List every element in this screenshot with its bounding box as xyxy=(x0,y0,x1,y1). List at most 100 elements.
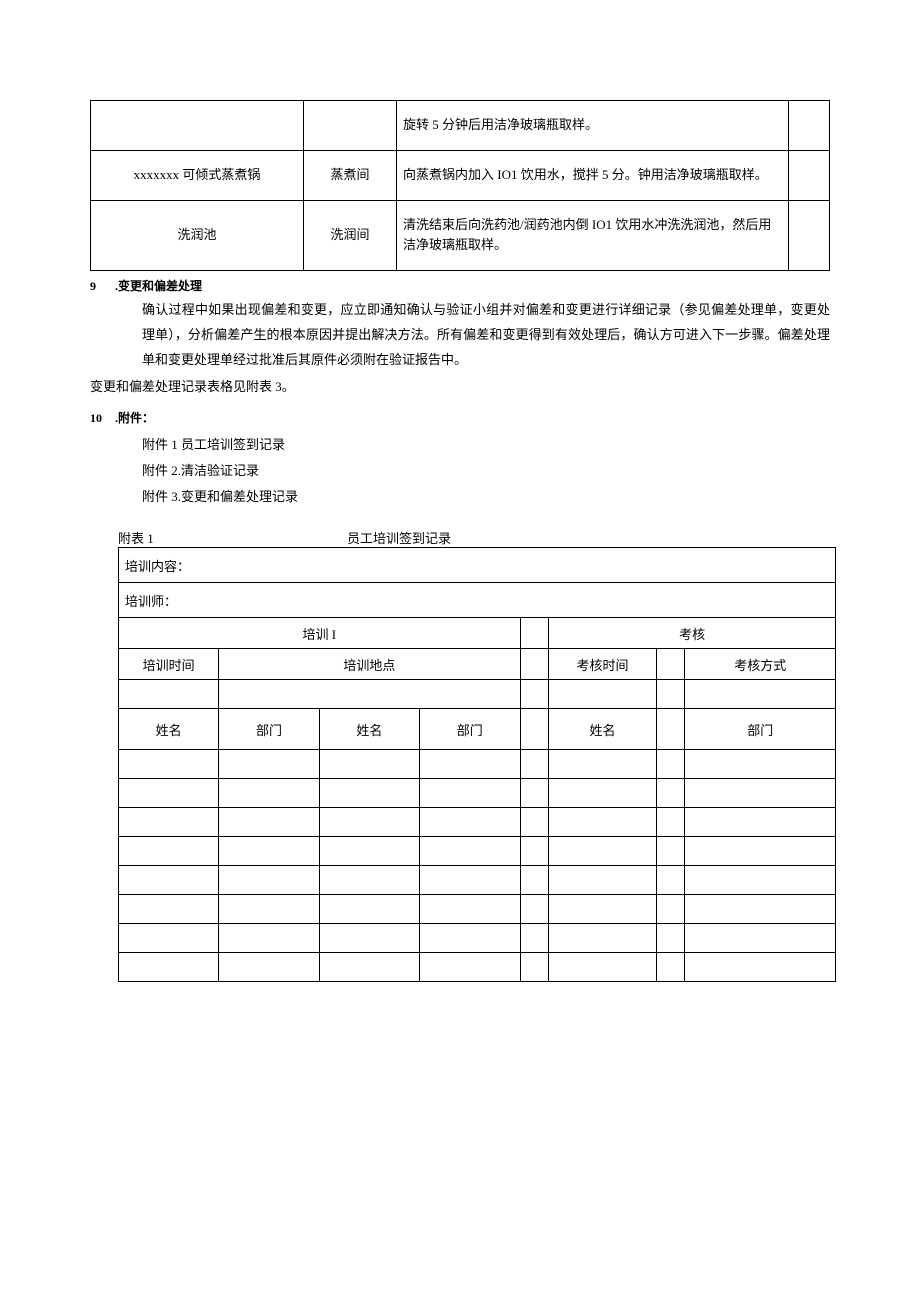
table-row: xxxxxxx 可倾式蒸煮锅蒸煮间向蒸煮锅内加入 IO1 饮用水，搅拌 5 分。… xyxy=(91,150,830,200)
table-row xyxy=(119,895,836,924)
table-cell xyxy=(549,924,657,953)
table-cell xyxy=(685,895,836,924)
table-cell xyxy=(789,101,830,151)
table-cell xyxy=(520,953,549,982)
table-cell xyxy=(656,779,685,808)
attachment-item: 附件 1 员工培训签到记录 xyxy=(142,432,830,458)
table-cell: 部门 xyxy=(420,709,520,750)
table-cell xyxy=(520,779,549,808)
table-cell xyxy=(119,953,219,982)
table-cell xyxy=(119,895,219,924)
table-row: 洗润池洗润间清洗结束后向洗药池/润药池内倒 IO1 饮用水冲洗洗润池，然后用洁净… xyxy=(91,200,830,271)
table-cell xyxy=(119,680,219,709)
table-row xyxy=(119,953,836,982)
table-cell xyxy=(520,649,549,680)
table-cell: 培训师： xyxy=(119,583,836,618)
table-row: 培训 I 考核 xyxy=(119,618,836,649)
table-cell xyxy=(685,808,836,837)
table-cell: 部门 xyxy=(685,709,836,750)
section-10-number: 10 xyxy=(90,411,112,426)
table-cell xyxy=(219,953,319,982)
table-cell xyxy=(549,808,657,837)
table-cell xyxy=(319,866,419,895)
table-cell xyxy=(420,750,520,779)
table-cell: 蒸煮间 xyxy=(304,150,397,200)
table-cell xyxy=(549,953,657,982)
table-cell xyxy=(119,837,219,866)
table-cell: 姓名 xyxy=(549,709,657,750)
table-cell xyxy=(219,924,319,953)
table-row xyxy=(119,750,836,779)
table-row: 培训师： xyxy=(119,583,836,618)
table-cell xyxy=(549,866,657,895)
table-row xyxy=(119,837,836,866)
table-cell xyxy=(685,837,836,866)
table-cell xyxy=(119,808,219,837)
table-cell xyxy=(789,150,830,200)
table-cell xyxy=(319,750,419,779)
table-cell xyxy=(685,779,836,808)
table-cell xyxy=(420,953,520,982)
table-cell xyxy=(420,866,520,895)
table2-caption: 附表 1 员工培训签到记录 xyxy=(118,528,830,547)
table-cell xyxy=(520,808,549,837)
table-cell xyxy=(685,680,836,709)
table-cell xyxy=(319,837,419,866)
table-cell xyxy=(319,808,419,837)
sampling-table: 旋转 5 分钟后用洁净玻璃瓶取样。xxxxxxx 可倾式蒸煮锅蒸煮间向蒸煮锅内加… xyxy=(90,100,830,271)
table-cell xyxy=(656,808,685,837)
table-cell xyxy=(549,750,657,779)
table-cell xyxy=(520,837,549,866)
table-cell xyxy=(549,837,657,866)
table-cell xyxy=(119,779,219,808)
table-cell: 姓名 xyxy=(119,709,219,750)
section-9-paragraph: 确认过程中如果出现偏差和变更，应立即通知确认与验证小组并对偏差和变更进行详细记录… xyxy=(142,298,830,372)
table-cell xyxy=(219,680,520,709)
table-cell xyxy=(119,750,219,779)
table-cell xyxy=(656,953,685,982)
table-row xyxy=(119,808,836,837)
table-cell: xxxxxxx 可倾式蒸煮锅 xyxy=(91,150,304,200)
section-10-title: .附件： xyxy=(115,411,154,425)
table-row: 旋转 5 分钟后用洁净玻璃瓶取样。 xyxy=(91,101,830,151)
attachment-list: 附件 1 员工培训签到记录附件 2.清洁验证记录附件 3.变更和偏差处理记录 xyxy=(142,432,830,510)
table-cell xyxy=(319,895,419,924)
table-cell: 培训内容： xyxy=(119,548,836,583)
table-cell xyxy=(319,779,419,808)
attachment-item: 附件 3.变更和偏差处理记录 xyxy=(142,484,830,510)
table-cell xyxy=(656,924,685,953)
table-cell: 洗润间 xyxy=(304,200,397,271)
table2-caption-mid: 员工培训签到记录 xyxy=(347,528,451,547)
table-cell xyxy=(685,953,836,982)
table2-caption-left: 附表 1 xyxy=(118,528,154,547)
table-cell xyxy=(420,779,520,808)
table-cell: 姓名 xyxy=(319,709,419,750)
table-cell xyxy=(520,866,549,895)
table-row: 培训时间培训地点考核时间考核方式 xyxy=(119,649,836,680)
table-cell: 向蒸煮锅内加入 IO1 饮用水，搅拌 5 分。钟用洁净玻璃瓶取样。 xyxy=(397,150,789,200)
table-cell: 清洗结束后向洗药池/润药池内倒 IO1 饮用水冲洗洗润池，然后用洁净玻璃瓶取样。 xyxy=(397,200,789,271)
table-cell xyxy=(549,779,657,808)
table-cell xyxy=(219,866,319,895)
table-cell xyxy=(420,837,520,866)
training-signin-table: 培训内容：培训师：培训 I考核培训时间培训地点考核时间考核方式姓名部门姓名部门姓… xyxy=(118,547,836,982)
table-cell xyxy=(520,680,549,709)
table-cell xyxy=(219,779,319,808)
table-cell xyxy=(685,866,836,895)
attachment-item: 附件 2.清洁验证记录 xyxy=(142,458,830,484)
table-cell xyxy=(656,866,685,895)
table-cell: 部门 xyxy=(219,709,319,750)
table-row xyxy=(119,924,836,953)
table-cell xyxy=(520,709,549,750)
table-cell xyxy=(219,808,319,837)
table-cell xyxy=(549,895,657,924)
table-cell xyxy=(685,924,836,953)
table-cell: 培训 I xyxy=(119,618,521,649)
table-cell: 考核方式 xyxy=(685,649,836,680)
table-cell: 洗润池 xyxy=(91,200,304,271)
table-cell xyxy=(219,750,319,779)
table-cell: 考核 xyxy=(549,618,836,649)
table-row xyxy=(119,779,836,808)
table-cell xyxy=(656,750,685,779)
table-cell xyxy=(656,709,685,750)
